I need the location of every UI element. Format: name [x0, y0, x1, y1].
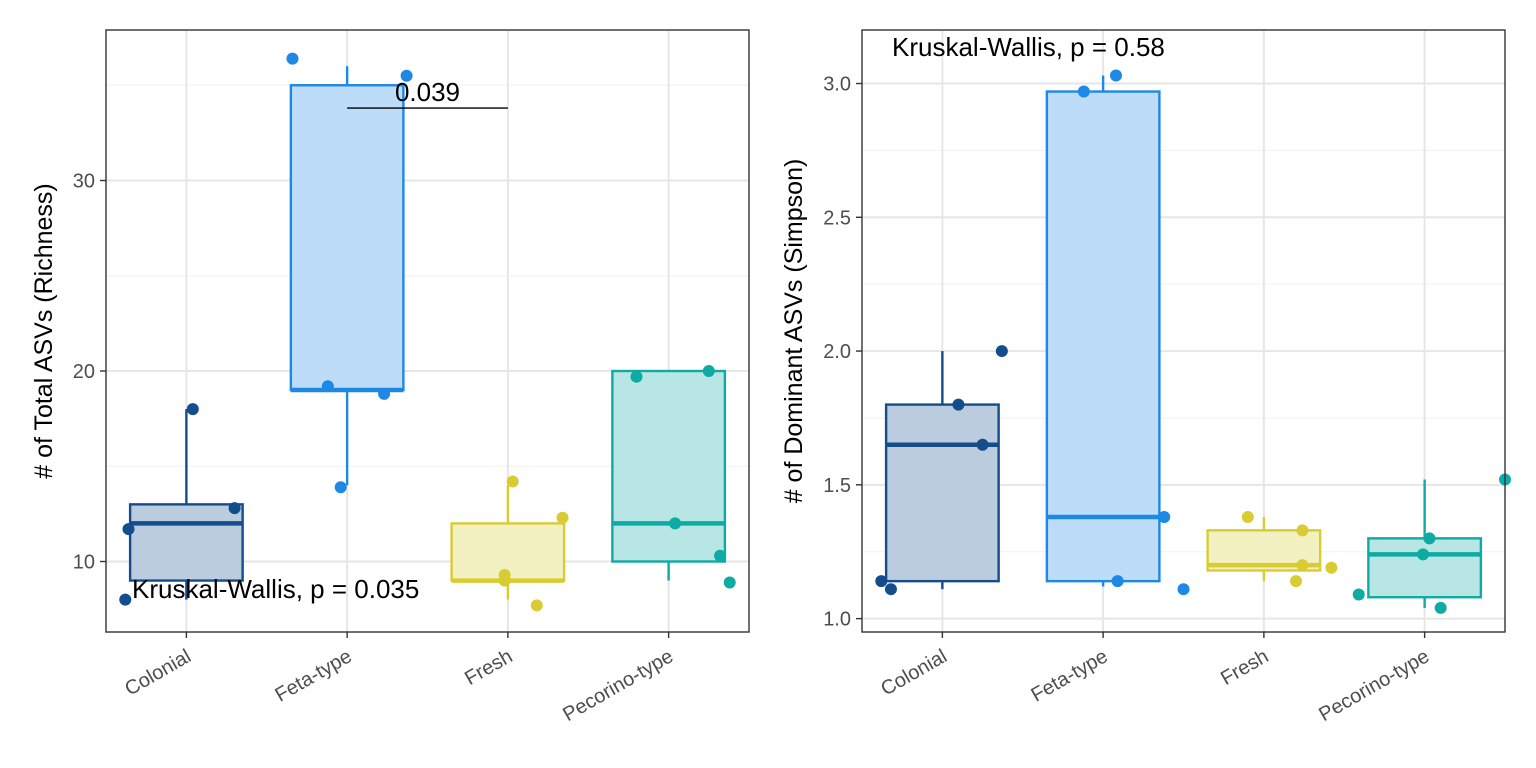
data-point-feta-type	[400, 69, 413, 82]
x-tick-label-colonial: Colonial	[877, 645, 951, 700]
box-feta-type	[289, 84, 405, 392]
data-point-fresh	[1296, 524, 1309, 537]
y-tick-label: 1.0	[823, 609, 851, 631]
y-tick-label: 20	[73, 361, 95, 383]
box-pecorino-type	[1367, 537, 1483, 599]
panel-border	[861, 29, 1506, 633]
data-point-feta-type	[1077, 85, 1090, 98]
data-point-fresh	[498, 574, 511, 587]
data-point-feta-type	[321, 380, 334, 393]
x-tick-label-fresh: Fresh	[1217, 645, 1272, 690]
data-point-feta-type	[334, 481, 347, 494]
data-point-pecorino-type	[630, 370, 643, 383]
data-point-colonial	[119, 593, 132, 606]
data-point-fresh	[1296, 559, 1309, 572]
data-point-pecorino-type	[714, 549, 727, 562]
data-point-colonial	[186, 403, 199, 416]
richness-panel: 10 20 30 Colonial Feta-type Fresh Pecorino-typ…	[30, 29, 750, 726]
data-point-pecorino-type	[669, 517, 682, 530]
data-point-colonial	[952, 398, 965, 411]
data-point-fresh	[1241, 510, 1254, 523]
simpson-panel: 1.0 1.5 2.0 2.5 3.0 Colonial Feta-type Fresh Pec…	[780, 29, 1511, 726]
data-point-fresh	[1290, 575, 1303, 588]
data-point-pecorino-type	[1434, 601, 1447, 614]
box-pecorino-type	[611, 369, 727, 563]
data-point-feta-type	[1111, 575, 1124, 588]
data-point-pecorino-type	[723, 576, 736, 589]
data-point-feta-type	[286, 52, 299, 65]
significance-label: 0.039	[395, 77, 460, 107]
x-tick-label-pecorino-type: Pecorino-type	[559, 645, 677, 726]
x-tick-label-pecorino-type: Pecorino-type	[1315, 645, 1433, 726]
data-point-colonial	[976, 438, 989, 451]
y-tick-label: 2.0	[823, 341, 851, 363]
data-point-colonial	[122, 523, 135, 536]
y-axis-title: # of Total ASVs (Richness)	[30, 183, 58, 479]
y-tick-label: 3.0	[823, 74, 851, 96]
data-point-pecorino-type	[1417, 548, 1430, 561]
box-colonial	[128, 503, 244, 582]
data-point-fresh	[506, 475, 519, 488]
data-point-pecorino-type	[702, 365, 715, 378]
data-point-fresh	[556, 511, 569, 524]
kruskal-wallis-label: Kruskal-Wallis, p = 0.58	[892, 32, 1165, 62]
data-point-feta-type	[1158, 510, 1171, 523]
data-point-pecorino-type	[1423, 532, 1436, 545]
data-point-feta-type	[378, 387, 391, 400]
data-point-colonial	[875, 575, 888, 588]
data-point-fresh	[1325, 561, 1338, 574]
data-point-colonial	[228, 502, 241, 515]
y-tick-label: 30	[73, 171, 95, 193]
y-tick-label: 10	[73, 552, 95, 574]
x-tick-label-colonial: Colonial	[121, 645, 195, 700]
data-point-fresh	[530, 599, 543, 612]
x-tick-label-fresh: Fresh	[461, 645, 516, 690]
y-tick-label: 1.5	[823, 475, 851, 497]
data-point-colonial	[884, 583, 897, 596]
data-point-feta-type	[1177, 583, 1190, 596]
x-tick-label-feta-type: Feta-type	[271, 645, 355, 706]
box-feta-type	[1045, 90, 1161, 583]
box-colonial	[884, 403, 1000, 583]
data-point-pecorino-type	[1352, 588, 1365, 601]
panel-border	[105, 29, 750, 633]
x-tick-label-feta-type: Feta-type	[1027, 645, 1111, 706]
data-point-colonial	[995, 345, 1008, 358]
y-axis-title: # of Dominant ASVs (Simpson)	[780, 159, 808, 504]
data-point-feta-type	[1109, 69, 1122, 82]
kruskal-wallis-label: Kruskal-Wallis, p = 0.035	[132, 574, 419, 604]
y-tick-label: 2.5	[823, 207, 851, 229]
